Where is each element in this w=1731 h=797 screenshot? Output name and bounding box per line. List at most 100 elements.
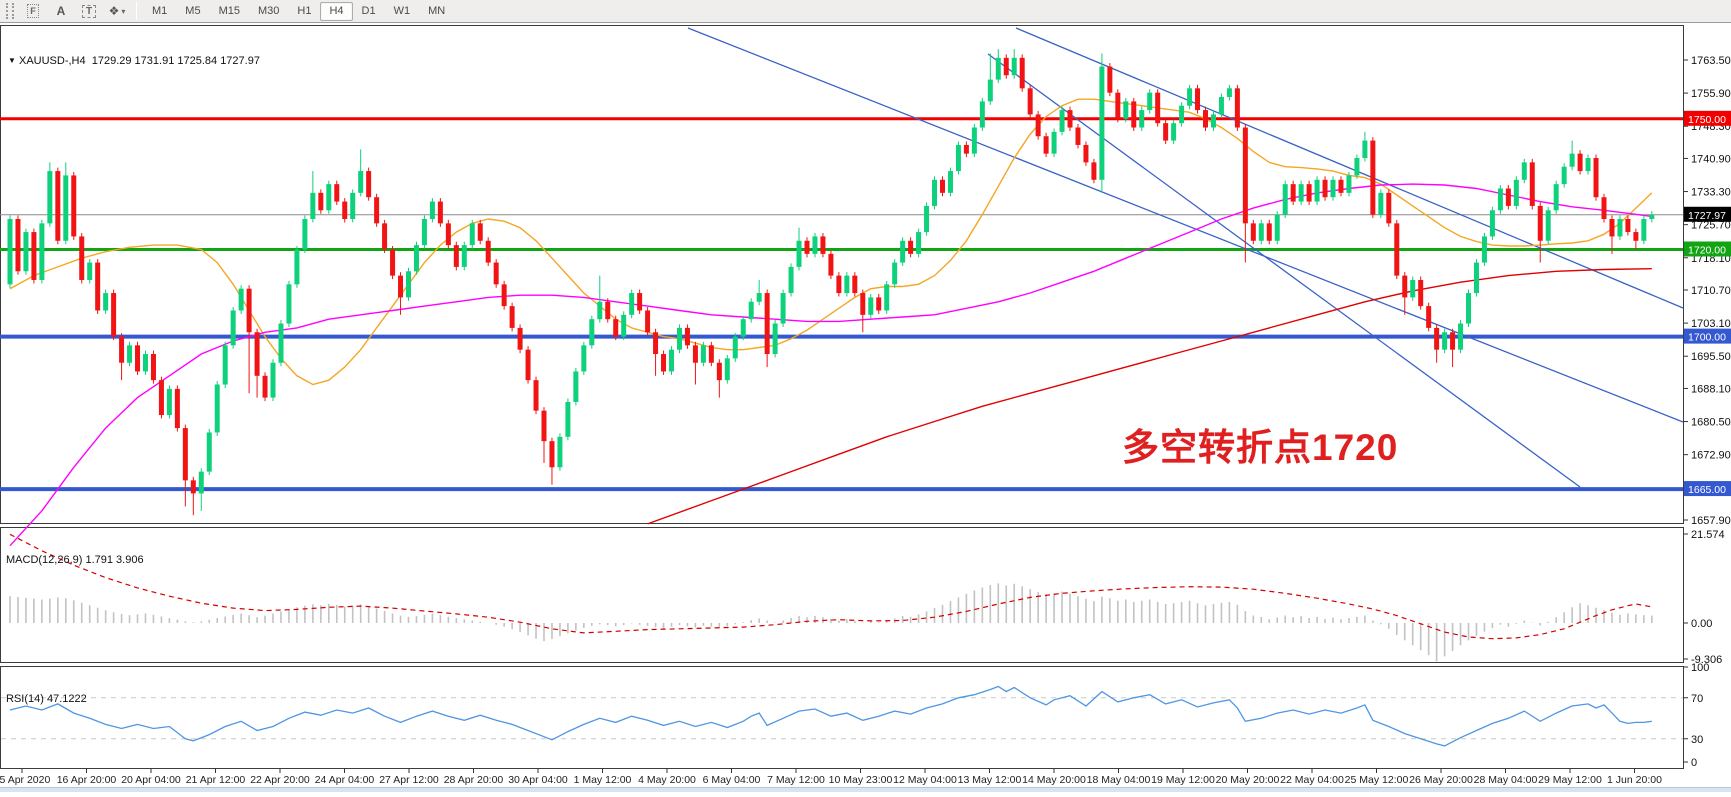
- profile-grid-icon[interactable]: F: [20, 2, 46, 21]
- candle-body: [1354, 158, 1360, 176]
- chart-canvas[interactable]: 1763.501755.901748.301740.901733.301725.…: [0, 24, 1731, 792]
- candle-body: [1083, 144, 1089, 163]
- candle-body: [174, 388, 180, 429]
- candle-body: [1091, 162, 1097, 180]
- macd-tick-label: 21.574: [1691, 529, 1725, 541]
- candle-body: [947, 171, 953, 193]
- candle-body: [509, 306, 515, 328]
- candle-body: [1067, 110, 1073, 128]
- candle-body: [1123, 101, 1129, 119]
- slow-ma-line: [647, 268, 1652, 525]
- date-label: 18 May 04:00: [1087, 774, 1151, 786]
- candle-body: [71, 175, 77, 237]
- date-label: 29 May 12:00: [1538, 774, 1602, 786]
- timeframe-button-M5[interactable]: M5: [185, 5, 201, 17]
- timeframe-button-D1[interactable]: D1: [361, 5, 376, 17]
- candle-body: [1481, 236, 1487, 263]
- candle-body: [270, 362, 276, 398]
- candle-body: [485, 240, 491, 263]
- candle-body: [884, 284, 890, 311]
- candle-body: [844, 275, 850, 294]
- macd-panel[interactable]: [0, 527, 1684, 663]
- candle-body: [979, 101, 985, 128]
- candle-body: [1537, 205, 1543, 241]
- text-box-icon[interactable]: T: [76, 2, 102, 21]
- candle-body: [119, 336, 125, 363]
- collapse-triangle-icon[interactable]: ▼: [8, 56, 16, 65]
- date-label: 13 May 12:00: [958, 774, 1022, 786]
- timeframe-button-M1[interactable]: M1: [152, 5, 168, 17]
- price-badge: [1684, 110, 1731, 126]
- candle-body: [684, 327, 690, 346]
- candle-body: [669, 349, 675, 372]
- date-label: 25 May 12:00: [1345, 774, 1409, 786]
- date-label: 28 May 04:00: [1474, 774, 1538, 786]
- candle-body: [1402, 275, 1408, 298]
- arrow-style-icon[interactable]: ❖ ▾: [104, 2, 130, 21]
- timeframe-button-W1[interactable]: W1: [393, 5, 411, 17]
- window-bottom-strip: [0, 787, 1731, 792]
- candle-body: [1625, 218, 1631, 233]
- candle-body: [493, 262, 499, 285]
- timeframe-button-H4[interactable]: H4: [320, 1, 353, 21]
- candle-body: [23, 232, 29, 272]
- price-badge-label: 1750.00: [1688, 114, 1726, 126]
- trendline-2[interactable]: [1015, 27, 1684, 309]
- candle-body: [206, 432, 212, 472]
- candle-body: [987, 79, 993, 102]
- price-badge-label: 1727.97: [1688, 210, 1726, 222]
- rsi-line: [9, 685, 1652, 747]
- candle-body: [1529, 162, 1535, 206]
- trendline-1[interactable]: [687, 27, 1684, 423]
- candle-body: [1290, 184, 1296, 202]
- candle-body: [501, 284, 507, 307]
- candle-body: [804, 240, 810, 254]
- timeframe-button-M30[interactable]: M30: [257, 5, 280, 17]
- candle-body: [1195, 88, 1201, 111]
- candle-body: [142, 354, 148, 372]
- candle-body: [661, 354, 667, 372]
- profile-grid-glyph: F: [27, 4, 39, 18]
- candle-body: [1609, 218, 1615, 237]
- candle-body: [1617, 218, 1623, 237]
- candle-body: [1442, 332, 1448, 350]
- candle-body: [756, 293, 762, 302]
- candle-body: [1147, 92, 1153, 111]
- date-label: 20 Apr 04:00: [121, 774, 181, 786]
- timeframe-button-H1[interactable]: H1: [297, 5, 312, 17]
- trendline-3[interactable]: [987, 53, 1581, 488]
- timeframe-button-M15[interactable]: M15: [218, 5, 240, 17]
- candle-body: [182, 428, 188, 481]
- candle-body: [382, 223, 388, 250]
- toolbar-grip-handle[interactable]: [6, 3, 14, 19]
- text-label-icon[interactable]: A: [48, 2, 74, 21]
- candle-body: [1298, 184, 1304, 202]
- timeframe-group: M1 M5 M15 M30 H1 H4 D1 W1 MN: [143, 1, 454, 21]
- price-badge: [1684, 241, 1731, 257]
- candle-body: [955, 144, 961, 172]
- candle-body: [47, 171, 53, 224]
- candle-body: [1378, 192, 1384, 215]
- ohlc-values: 1729.29 1731.91 1725.84 1727.97: [91, 55, 260, 67]
- candle-body: [254, 332, 260, 376]
- candle-body: [55, 171, 61, 241]
- candle-body: [788, 266, 794, 294]
- chart-annotation-text[interactable]: 多空转折点1720: [1122, 427, 1399, 468]
- price-tick-label: 1703.10: [1691, 318, 1731, 330]
- date-label: 19 May 12:00: [1151, 774, 1215, 786]
- candle-body: [1330, 179, 1336, 198]
- candle-body: [1266, 223, 1272, 241]
- price-badge-label: 1665.00: [1688, 484, 1726, 496]
- candle-body: [971, 127, 977, 154]
- candle-body: [1139, 110, 1145, 128]
- timeframe-button-MN[interactable]: MN: [428, 5, 446, 17]
- candle-body: [1075, 127, 1081, 145]
- date-label: 16 Apr 20:00: [57, 774, 117, 786]
- date-label: 15 Apr 2020: [0, 774, 50, 786]
- candle-body: [533, 380, 539, 411]
- candle-body: [1099, 66, 1105, 180]
- main-panel[interactable]: [0, 25, 1684, 524]
- price-tick-label: 1763.50: [1691, 55, 1731, 67]
- candle-body: [342, 201, 348, 219]
- rsi-panel[interactable]: [0, 666, 1684, 769]
